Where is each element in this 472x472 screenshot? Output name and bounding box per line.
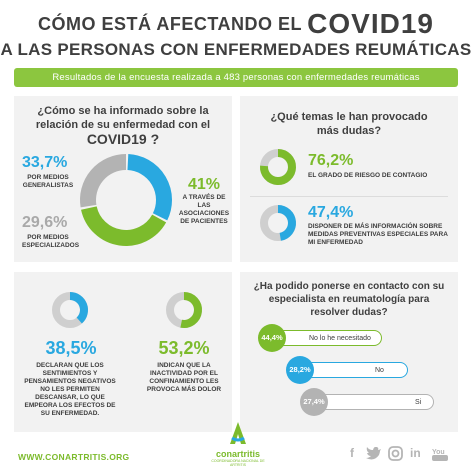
q1-question: ¿Cómo se ha informado sobre la relación … [35, 105, 211, 147]
brand-sub: COORDINADORA NACIONAL DE ARTRITIS [211, 459, 265, 467]
title-prefix: Cómo está afectando el [37, 14, 302, 34]
footer-url[interactable]: WWW.CONARTRITIS.ORG [18, 452, 130, 462]
q4-label-not-needed: No lo he necesitado [309, 335, 371, 342]
page-subtitle: A LAS PERSONAS CON ENFERMEDADES REUMÁTIC… [0, 40, 472, 59]
social-bar: f in You [350, 446, 466, 462]
q4-bar-no: No [302, 362, 408, 378]
q2-donut-risk [260, 149, 296, 185]
q2-donut-info [260, 205, 296, 241]
q1-item-especializados: 29,6% POR MEDIOS ESPECIALIZADOS [22, 214, 82, 250]
q1-donut-chart [80, 154, 172, 246]
q4-pct-not-needed: 44,4% [258, 324, 286, 352]
q3-feelings-arc [69, 292, 88, 324]
panel-q2-divider [250, 196, 448, 197]
q3-donut-feelings [52, 292, 88, 328]
q4-bar-not-needed: No lo he necesitado [276, 330, 382, 346]
q4-bar-yes: Si [318, 394, 434, 410]
q1-pct-especializados: 29,6% [22, 214, 68, 231]
q1-item-asociaciones: 41% A TRAVÉS DE LAS ASOCIACIONES DE PACI… [176, 176, 232, 226]
q3-donut-inactivity [166, 292, 202, 328]
q4-label-yes: Si [415, 399, 422, 406]
q1-label-especializados: POR MEDIOS ESPECIALIZADOS [22, 234, 80, 249]
brand-name: conartritis [215, 449, 260, 459]
instagram-icon[interactable] [388, 446, 403, 461]
q2-pct-risk: 76,2% [308, 152, 354, 169]
q3-inactivity-arc [180, 292, 202, 328]
q1-slice-asociaciones [81, 205, 167, 246]
q2-info-arc [277, 205, 296, 241]
q2-risk-arc [260, 149, 296, 185]
q3-label-inactivity: INDICAN QUE LA INACTIVIDAD POR EL CONFIN… [146, 362, 222, 393]
q3-pct-feelings: 38,5% [45, 338, 97, 358]
linkedin-icon[interactable]: in [410, 446, 421, 460]
q4-pct-yes: 27,4% [300, 388, 328, 416]
svg-text:You: You [432, 449, 445, 456]
conartritis-logo-icon [230, 422, 246, 444]
q2-question: ¿Qué temas le han provocado más dudas? [270, 111, 428, 137]
q1-label-asociaciones: A TRAVÉS DE LAS ASOCIACIONES DE PACIENTE… [178, 194, 230, 225]
brand-logo: conartritis COORDINADORA NACIONAL DE ART… [206, 420, 270, 467]
q1-label-generalistas: POR MEDIOS GENERALISTAS [22, 174, 74, 189]
survey-banner: Resultados de la encuesta realizada a 48… [14, 68, 458, 87]
q4-pct-no: 28,2% [286, 356, 314, 384]
twitter-icon[interactable] [366, 447, 382, 461]
youtube-icon[interactable]: You [432, 446, 456, 461]
q3-label-feelings: DECLARAN QUE LOS SENTIMIENTOS Y PENSAMIE… [24, 362, 116, 417]
q1-covid-text: COVID19 ? [86, 131, 160, 147]
q4-label-no: No [375, 367, 384, 374]
q2-label-risk: EL GRADO DE RIESGO DE CONTAGIO [308, 172, 428, 179]
q2-pct-info: 47,4% [308, 204, 354, 221]
q1-slice-especializados [80, 154, 127, 208]
q1-item-generalistas: 33,7% POR MEDIOS GENERALISTAS [22, 154, 82, 190]
q3-pct-inactivity: 53,2% [158, 338, 210, 358]
q1-slice-generalistas [127, 154, 172, 221]
q2-label-info: DISPONER DE MÁS INFORMACIÓN SOBRE MEDIDA… [308, 223, 448, 246]
q4-question: ¿Ha podido ponerse en contacto con su es… [253, 281, 445, 318]
q1-pct-generalistas: 33,7% [22, 154, 68, 171]
q1-pct-asociaciones: 41% [187, 176, 221, 193]
page-title: Cómo está afectando el COVID19 [0, 8, 472, 40]
facebook-icon[interactable]: f [350, 446, 354, 460]
title-covid: COVID19 [307, 8, 434, 39]
